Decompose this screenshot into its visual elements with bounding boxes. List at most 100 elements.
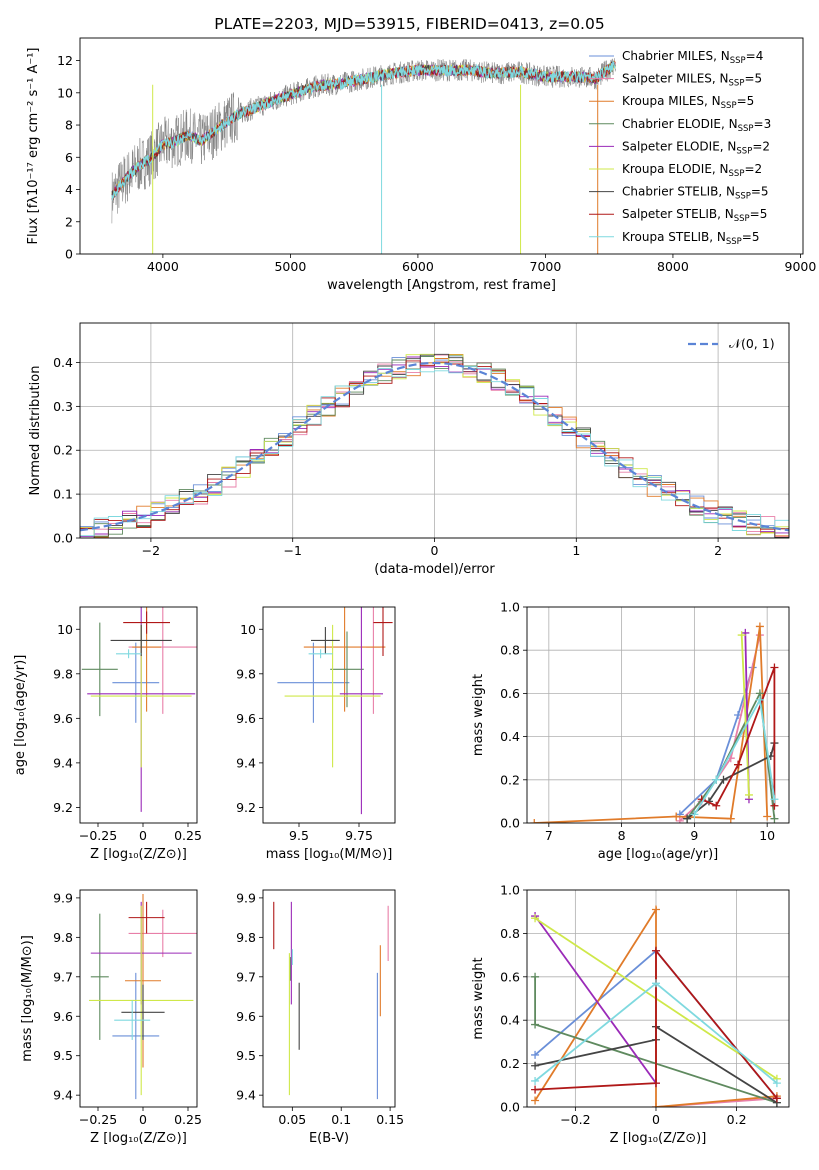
series-marker (719, 775, 728, 784)
weight-series (675, 631, 764, 823)
series-marker (737, 631, 746, 640)
y-tick-label: 4 (65, 182, 73, 197)
legend-entry: Salpeter MILES, NSSP=5 (622, 72, 762, 89)
x-tick-label: 0.15 (376, 1112, 404, 1127)
x-axis-label: Z [log₁₀(Z/Z⊙)] (90, 1131, 187, 1146)
axes-frame (79, 322, 790, 539)
legend-entry: Salpeter STELIB, NSSP=5 (622, 207, 767, 224)
series-line (534, 915, 657, 1084)
errorbar-point (303, 607, 386, 712)
errorbar-point (116, 649, 142, 659)
panel-age-vs-mass: 9.5 9.75 9.2 9.4 9.6 9.8 10 mass [log₁₀(M/M⊙)] (236, 606, 396, 862)
series-line (534, 626, 769, 823)
series-marker (531, 914, 540, 923)
legend-entry: Kroupa MILES, NSSP=5 (622, 94, 754, 111)
y-tick-label: 2 (65, 214, 73, 229)
axes-frame (262, 889, 396, 1108)
weight-series (530, 622, 772, 823)
series-marker (683, 814, 692, 823)
x-tick-label: 8000 (657, 259, 689, 274)
x-axis-label: wavelength [Angstrom, rest frame] (327, 278, 556, 293)
y-tick-label: 9.4 (236, 755, 256, 770)
y-tick-label: 0.0 (500, 816, 520, 831)
series-marker (770, 663, 779, 672)
series-marker (712, 775, 721, 784)
x-tick-label: 0 (139, 828, 147, 843)
plot-area (80, 353, 789, 538)
x-axis-label: Z [log₁₀(Z/Z⊙)] (610, 1131, 707, 1146)
y-tick-label: 12 (57, 53, 73, 68)
legend-entry: Salpeter ELODIE, NSSP=2 (622, 139, 770, 156)
series-marker (672, 812, 681, 821)
series-marker (772, 1094, 781, 1103)
x-tick-label: 0.05 (278, 1112, 306, 1127)
y-tick-label: 9.8 (236, 930, 256, 945)
y-tick-label: 1.0 (500, 600, 520, 615)
plot-area (111, 58, 616, 254)
errorbar-point (284, 624, 381, 768)
series-marker (651, 1103, 660, 1107)
series-marker (651, 905, 660, 914)
series-marker (755, 695, 764, 704)
weight-series (531, 912, 660, 1088)
x-tick-label: 9.5 (289, 828, 309, 843)
legend-entry: Chabrier MILES, NSSP=4 (622, 49, 763, 66)
y-tick-label: 0.6 (500, 686, 520, 701)
y-tick-label: 9.6 (53, 711, 73, 726)
errorbar-point (132, 607, 161, 712)
plot-area (530, 622, 779, 823)
y-tick-label: 10 (57, 622, 73, 637)
y-axis-label: Normed distribution (28, 366, 43, 496)
x-tick-label: −2 (142, 543, 160, 558)
series-line (535, 948, 778, 1099)
x-tick-label: 10 (759, 828, 775, 843)
legend-entry: Kroupa STELIB, NSSP=5 (622, 230, 760, 247)
x-tick-label: 9.75 (345, 828, 373, 843)
y-tick-label: 9.6 (53, 1009, 73, 1024)
series-marker (530, 819, 539, 823)
legend-entry: 𝒩(0, 1) (729, 336, 775, 351)
x-axis-label: mass [log₁₀(M/M⊙)] (266, 847, 393, 862)
y-tick-label: 9.4 (236, 1088, 256, 1103)
errorbar-point (89, 905, 194, 1096)
series-marker (712, 801, 721, 810)
series-line (679, 667, 754, 816)
series-marker (651, 946, 660, 955)
y-tick-label: 10 (240, 622, 256, 637)
y-tick-label: 9.7 (53, 969, 73, 984)
y-tick-label: 0.8 (500, 926, 520, 941)
weight-series (531, 946, 781, 1103)
x-tick-label: 2 (714, 543, 722, 558)
panel-mass-weight-vs-age: 7 8 9 10 0.0 0.2 0.4 0.6 0.8 1.0 age [log₁₀(age/yr… (471, 600, 790, 862)
x-tick-label: 0.2 (727, 1112, 747, 1127)
spectrum-model-line (111, 61, 616, 202)
series-marker (675, 816, 684, 823)
series-marker (763, 812, 772, 821)
y-tick-label: 9.8 (236, 666, 256, 681)
gaussian-curve (80, 361, 789, 532)
y-tick-label: 0.6 (500, 969, 520, 984)
series-line (693, 697, 776, 815)
errorbar-point (90, 913, 109, 1040)
errorbar-point (330, 631, 364, 708)
y-tick-label: 0.2 (500, 772, 520, 787)
y-tick-label: 9.9 (236, 890, 256, 905)
plot-area (273, 901, 389, 1100)
y-tick-label: 0.1 (53, 487, 73, 502)
x-tick-label: 0 (652, 1112, 660, 1127)
weight-series (690, 695, 779, 819)
errorbar-point (121, 984, 165, 1040)
series-marker (770, 814, 779, 823)
series-marker (531, 1020, 540, 1029)
panel-age-vs-z: −0.25 0 0.25 9.2 9.4 9.6 9.8 10 Z [log₁₀(Z/Z⊙)] a… (13, 606, 202, 862)
spectrum-model-line (111, 61, 616, 197)
series-marker (755, 622, 764, 631)
errorbar-point (125, 893, 161, 1068)
weight-series (531, 979, 781, 1088)
axes-frame (79, 889, 198, 1108)
legend-entry: Chabrier ELODIE, NSSP=3 (622, 117, 771, 134)
plot-area (531, 905, 781, 1107)
x-tick-label: −0.25 (79, 828, 117, 843)
x-tick-label: −1 (283, 543, 301, 558)
y-tick-label: 0.4 (500, 1013, 520, 1028)
